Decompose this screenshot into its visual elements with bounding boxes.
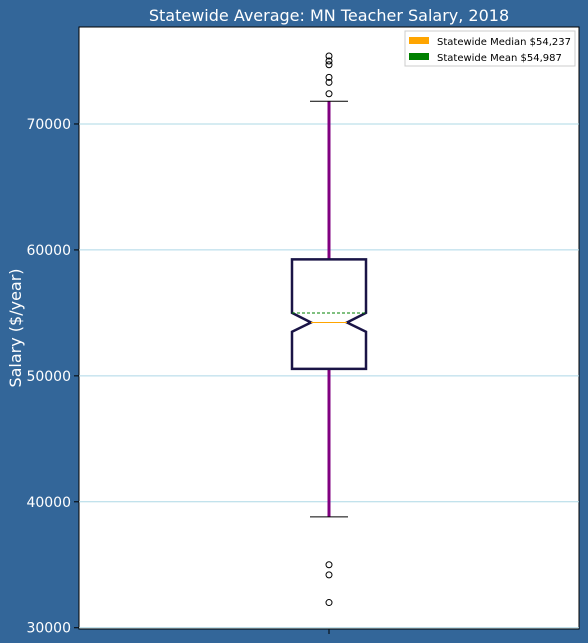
legend-mean-label: Statewide Mean $54,987 (437, 53, 562, 64)
y-tick-label: 60000 (26, 243, 71, 259)
outlier-point (325, 57, 333, 65)
outlier-point (325, 571, 333, 579)
notched-box (290, 258, 368, 371)
y-tick-label: 70000 (26, 117, 71, 133)
legend-median-label: Statewide Median $54,237 (437, 37, 571, 48)
outlier-point (325, 61, 333, 69)
outlier-point (325, 561, 333, 569)
chart-title: Statewide Average: MN Teacher Salary, 20… (149, 6, 509, 25)
outlier-points (325, 52, 333, 607)
legend-mean-swatch (409, 53, 429, 60)
outlier-point (325, 73, 333, 81)
box-plot (290, 100, 368, 518)
legend-frame (404, 30, 576, 67)
y-tick-label: 30000 (26, 621, 71, 637)
legend: Statewide Median $54,237 Statewide Mean … (404, 30, 576, 67)
y-tick-label: 50000 (26, 369, 71, 385)
y-axis-label: Salary ($/year) (6, 268, 25, 387)
outlier-point (325, 78, 333, 86)
legend-median-swatch (409, 37, 429, 44)
y-tick-label: 40000 (26, 495, 71, 511)
outlier-point (325, 52, 333, 60)
y-axis: 30000 40000 50000 60000 70000 (26, 117, 79, 637)
outlier-point (325, 90, 333, 98)
outlier-point (325, 599, 333, 607)
